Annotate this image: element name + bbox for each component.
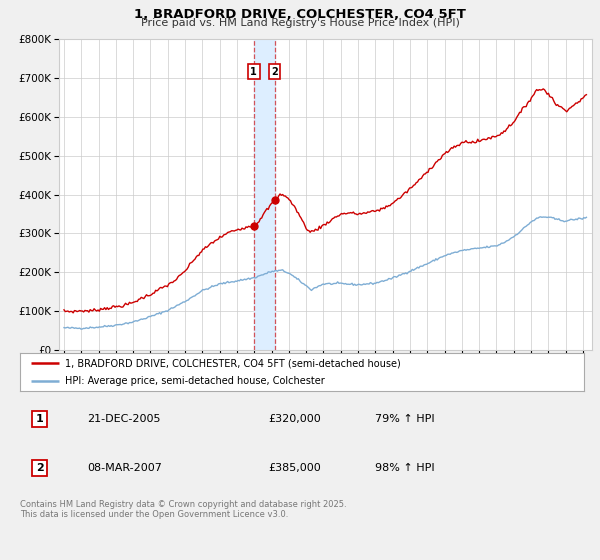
Text: HPI: Average price, semi-detached house, Colchester: HPI: Average price, semi-detached house,… bbox=[65, 376, 325, 386]
Text: Contains HM Land Registry data © Crown copyright and database right 2025.
This d: Contains HM Land Registry data © Crown c… bbox=[20, 500, 346, 519]
Text: 21-DEC-2005: 21-DEC-2005 bbox=[88, 414, 161, 424]
Text: 1: 1 bbox=[35, 414, 43, 424]
Text: 08-MAR-2007: 08-MAR-2007 bbox=[88, 463, 163, 473]
Text: 2: 2 bbox=[35, 463, 43, 473]
Text: 2: 2 bbox=[271, 67, 278, 77]
Text: Price paid vs. HM Land Registry's House Price Index (HPI): Price paid vs. HM Land Registry's House … bbox=[140, 18, 460, 29]
Text: £320,000: £320,000 bbox=[268, 414, 321, 424]
Text: 1, BRADFORD DRIVE, COLCHESTER, CO4 5FT: 1, BRADFORD DRIVE, COLCHESTER, CO4 5FT bbox=[134, 8, 466, 21]
Text: 1, BRADFORD DRIVE, COLCHESTER, CO4 5FT (semi-detached house): 1, BRADFORD DRIVE, COLCHESTER, CO4 5FT (… bbox=[65, 358, 401, 368]
Text: £385,000: £385,000 bbox=[268, 463, 321, 473]
Bar bbox=[254, 39, 275, 350]
Text: 79% ↑ HPI: 79% ↑ HPI bbox=[375, 414, 435, 424]
Text: 98% ↑ HPI: 98% ↑ HPI bbox=[375, 463, 435, 473]
Text: 1: 1 bbox=[250, 67, 257, 77]
